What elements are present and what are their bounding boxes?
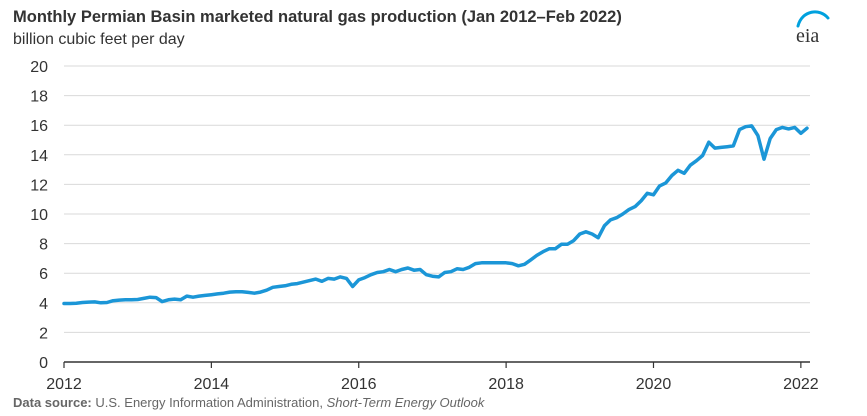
chart-title: Monthly Permian Basin marketed natural g… [13, 8, 622, 26]
y-tick-label: 2 [39, 325, 48, 342]
y-tick-label: 10 [30, 207, 48, 224]
x-tick-label: 2016 [341, 376, 377, 393]
y-tick-label: 20 [30, 59, 48, 76]
y-tick-label: 16 [30, 118, 48, 135]
x-tick-label: 2022 [783, 376, 819, 393]
y-tick-label: 0 [39, 355, 48, 372]
series-line [62, 124, 809, 306]
y-tick-label: 18 [30, 89, 48, 106]
y-axis-tick-labels: 0 2 4 6 8 10 12 14 16 18 20 [30, 59, 48, 372]
x-tick-label: 2018 [488, 376, 524, 393]
eia-logo-icon: eia [796, 10, 830, 46]
eia-logo-text: eia [796, 25, 819, 46]
x-tick-label: 2012 [46, 376, 82, 393]
y-tick-label: 6 [39, 266, 48, 283]
eia-logo-swoosh [796, 10, 830, 28]
y-axis-unit-label: billion cubic feet per day [13, 31, 185, 48]
data-source-publication: Short-Term Energy Outlook [326, 395, 485, 410]
y-tick-label: 8 [39, 237, 48, 254]
gridlines [64, 65, 810, 333]
x-tick-label: 2020 [636, 376, 672, 393]
y-tick-label: 14 [30, 148, 48, 165]
data-source: Data source: U.S. Energy Information Adm… [13, 395, 484, 410]
x-axis-tick-labels: 2012 2014 2016 2018 2020 2022 [46, 376, 819, 393]
data-source-agency: U.S. Energy Information Administration, [95, 395, 323, 410]
series-group [62, 124, 809, 306]
y-tick-label: 4 [39, 296, 48, 313]
data-source-label: Data source: [13, 395, 92, 410]
x-tick-label: 2014 [194, 376, 230, 393]
y-tick-label: 12 [30, 177, 48, 194]
x-axis [63, 361, 810, 368]
